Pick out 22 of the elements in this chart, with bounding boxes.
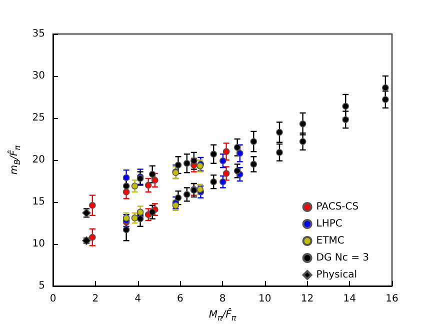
legend-label: ETMC [316, 236, 344, 246]
x-tick-label: 12 [300, 294, 314, 304]
x-tick-label: 2 [92, 294, 99, 304]
x-tick-label: 4 [134, 294, 141, 304]
y-axis-title: mB/F̂π [7, 145, 22, 175]
y-tick-label: 30 [32, 70, 45, 82]
legend-label: Physical [316, 270, 357, 280]
y-tick-label: 15 [32, 196, 45, 208]
y-tick-label: 5 [38, 280, 45, 292]
y-tick-label: 35 [32, 28, 45, 40]
legend-label: LHPC [316, 218, 342, 230]
x-tick-label: 14 [343, 294, 356, 304]
y-tick-label: 25 [32, 112, 45, 124]
y-tick-label: 20 [32, 154, 45, 166]
x-tick-label: 8 [219, 294, 226, 304]
x-tick-label: 0 [50, 294, 56, 304]
x-tick-label: 6 [176, 294, 184, 304]
legend-label: PACS-CS [316, 202, 359, 212]
x-tick-label: 16 [386, 294, 398, 304]
x-tick-label: 10 [258, 294, 272, 304]
y-tick-label: 10 [32, 238, 45, 250]
legend-label: DG Nc = 3 [316, 252, 370, 264]
